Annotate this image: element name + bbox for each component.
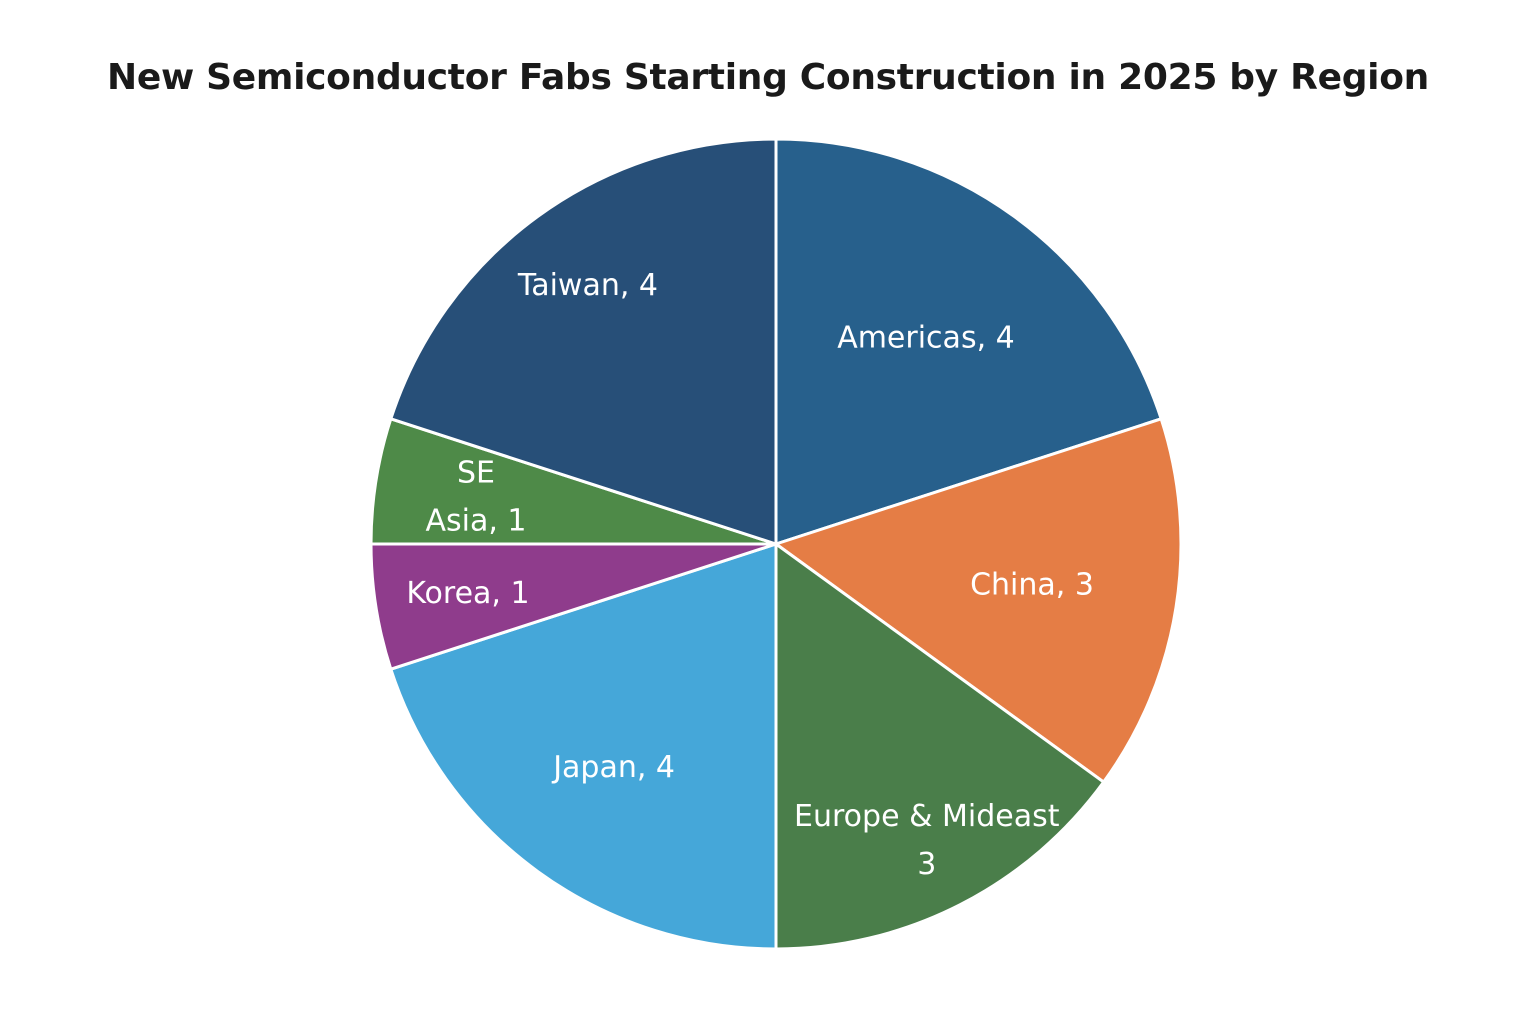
slice-label-line: SE	[457, 455, 495, 490]
slice-label-line: 3	[917, 847, 936, 882]
slice-label-line: Japan, 4	[551, 750, 675, 785]
slice-label-americas: Americas, 4	[837, 321, 1015, 356]
pie-slice-china	[774, 417, 1183, 784]
slice-label-china: China, 3	[970, 568, 1094, 603]
slice-label-line: Taiwan, 4	[517, 268, 658, 303]
pie-slice-europe-mideast	[774, 542, 1106, 951]
slice-label-korea: Korea, 1	[406, 576, 529, 611]
chart-title: New Semiconductor Fabs Starting Construc…	[107, 57, 1429, 98]
slice-label-japan: Japan, 4	[551, 750, 675, 785]
slice-label-line: Korea, 1	[406, 576, 529, 611]
slice-label-line: China, 3	[970, 568, 1094, 603]
pie-slices	[369, 137, 1183, 951]
pie-slice-taiwan	[389, 137, 778, 546]
pie-slice-americas	[774, 137, 1163, 546]
slice-label-taiwan: Taiwan, 4	[517, 268, 658, 303]
pie-labels: Americas, 4 China, 3 Europe & Mideast 3 Japa…	[406, 268, 1094, 882]
slice-label-line: Asia, 1	[425, 503, 526, 538]
slice-label-se-asia: SE Asia, 1	[425, 455, 526, 538]
slice-label-europe-mideast: Europe & Mideast 3	[794, 799, 1060, 882]
pie-slice-japan	[389, 542, 778, 951]
slice-label-line: Europe & Mideast	[794, 799, 1060, 834]
slice-label-line: Americas, 4	[837, 321, 1015, 356]
